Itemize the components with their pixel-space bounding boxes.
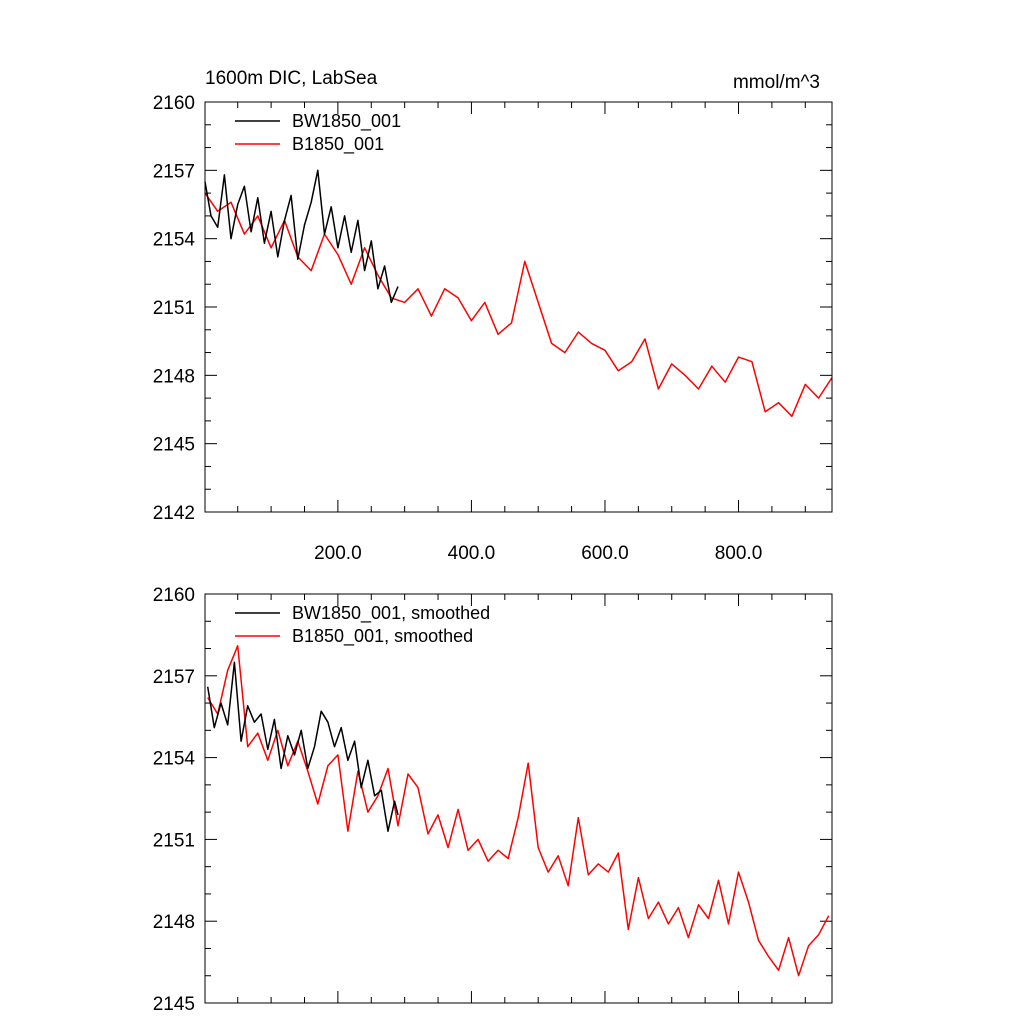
units-label: mmol/m^3 — [733, 72, 820, 93]
y-tick-label: 2145 — [153, 994, 195, 1015]
y-tick-label: 2148 — [153, 366, 195, 387]
top-panel-lines — [204, 169, 833, 418]
legend-label: B1850_001 — [292, 134, 384, 155]
y-tick-label: 2154 — [153, 230, 196, 251]
y-tick-label: 2142 — [153, 503, 195, 524]
bottom-panel-lines — [206, 645, 830, 977]
top-panel: 2142 2145 2148 2151 2154 2157 2160 200.0 400.0 60… — [153, 93, 833, 564]
y-tick-label: 2145 — [153, 435, 195, 456]
legend-label: B1850_001, smoothed — [292, 626, 473, 647]
y-tick-label: 2160 — [153, 93, 195, 114]
x-tick-label: 800.0 — [715, 543, 763, 564]
x-tick-label: 400.0 — [448, 543, 496, 564]
x-tick-label: 600.0 — [581, 543, 629, 564]
y-tick-label: 2148 — [153, 912, 195, 933]
y-tick-label: 2154 — [153, 749, 196, 770]
y-tick-label: 2151 — [153, 298, 195, 319]
series-line-bw1850-001 — [204, 169, 399, 304]
top-panel-frame — [204, 101, 833, 513]
y-tick-label: 2157 — [153, 667, 195, 688]
bottom-panel: 2145 2148 2151 2154 2157 2160 BW1850_001, smo… — [153, 585, 833, 1015]
bottom-panel-ticks: 2145 2148 2151 2154 2157 2160 — [153, 585, 832, 1015]
bottom-panel-frame — [204, 593, 833, 1004]
y-tick-label: 2151 — [153, 830, 195, 851]
series-line-b1850-001 — [204, 192, 833, 418]
chart-title: 1600m DIC, LabSea — [205, 68, 378, 89]
legend-label: BW1850_001, smoothed — [292, 603, 490, 624]
y-tick-label: 2157 — [153, 161, 195, 182]
series-line-bw1850-001-smoothed — [206, 661, 399, 832]
y-tick-label: 2160 — [153, 585, 195, 606]
series-line-b1850-001-smoothed — [207, 645, 830, 977]
x-tick-label: 200.0 — [314, 543, 362, 564]
legend-label: BW1850_001 — [292, 111, 401, 132]
top-panel-ticks: 2142 2145 2148 2151 2154 2157 2160 200.0 400.0 60… — [153, 93, 832, 564]
